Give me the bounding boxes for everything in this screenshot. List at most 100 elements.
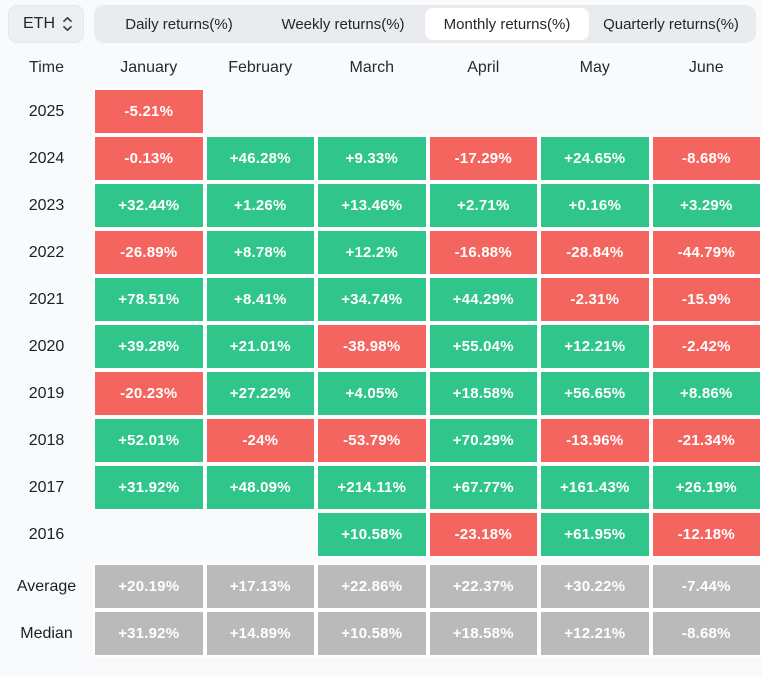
- month-column-header: January: [120, 59, 178, 76]
- return-cell: +30.22%: [539, 563, 651, 610]
- return-cell: +1.26%: [204, 182, 316, 229]
- month-column-header: February: [228, 59, 293, 76]
- return-cell: +18.58%: [427, 370, 539, 417]
- table-row: 2023 +32.44% +1.26% +13.46% +2.71% +0.16% +3.2…: [0, 182, 762, 229]
- row-label: Median: [20, 624, 73, 642]
- row-label: 2022: [28, 243, 65, 261]
- return-cell: -8.68%: [650, 610, 762, 657]
- return-cell: +56.65%: [539, 370, 651, 417]
- return-cell: +12.2%: [316, 229, 428, 276]
- table-row: 2024 -0.13% +46.28% +9.33% -17.29% +24.65% -8.…: [0, 135, 762, 182]
- tab-monthly-returns[interactable]: Monthly returns(%): [425, 8, 589, 40]
- empty-cell: [539, 88, 651, 135]
- return-cell: -17.29%: [427, 135, 539, 182]
- return-cell: +46.28%: [204, 135, 316, 182]
- table-row: 2022 -26.89% +8.78% +12.2% -16.88% -28.84% -44…: [0, 229, 762, 276]
- return-cell: +13.46%: [316, 182, 428, 229]
- return-cell: +8.41%: [204, 276, 316, 323]
- return-cell: -38.98%: [316, 323, 428, 370]
- return-cell: -2.31%: [539, 276, 651, 323]
- return-cell: +32.44%: [93, 182, 205, 229]
- row-label: 2019: [28, 384, 65, 402]
- return-cell: -28.84%: [539, 229, 651, 276]
- return-cell: +21.01%: [204, 323, 316, 370]
- return-cell: -12.18%: [650, 511, 762, 558]
- empty-cell: [205, 88, 317, 135]
- row-label: 2025: [28, 102, 65, 120]
- return-cell: +39.28%: [93, 323, 205, 370]
- return-cell: +20.19%: [93, 563, 205, 610]
- tab-daily-returns[interactable]: Daily returns(%): [97, 8, 261, 40]
- return-cell: +12.21%: [539, 323, 651, 370]
- month-column-header: June: [688, 59, 724, 76]
- return-cell: +26.19%: [650, 464, 762, 511]
- return-cell: +12.21%: [539, 610, 651, 657]
- return-cell: -24%: [204, 417, 316, 464]
- table-row: 2016 +10.58% -23.18% +61.95% -12.18%: [0, 511, 762, 558]
- empty-cell: [316, 88, 428, 135]
- return-cell: +4.05%: [316, 370, 428, 417]
- return-cell: +70.29%: [427, 417, 539, 464]
- tab-quarterly-returns[interactable]: Quarterly returns(%): [589, 8, 753, 40]
- empty-cell: [651, 88, 762, 135]
- return-cell: +3.29%: [650, 182, 762, 229]
- empty-cell: [428, 88, 540, 135]
- return-cell: +9.33%: [316, 135, 428, 182]
- return-cell: +14.89%: [204, 610, 316, 657]
- row-label: 2018: [28, 431, 65, 449]
- return-cell: +8.78%: [204, 229, 316, 276]
- return-cell: -23.18%: [427, 511, 539, 558]
- row-label: 2024: [28, 149, 65, 167]
- return-cell: +10.58%: [316, 610, 428, 657]
- return-cell: +31.92%: [93, 610, 205, 657]
- month-column-header: April: [467, 59, 500, 76]
- row-label: Average: [16, 577, 77, 595]
- return-cell: -20.23%: [93, 370, 205, 417]
- table-row: 2017 +31.92% +48.09% +214.11% +67.77% +161.43…: [0, 464, 762, 511]
- return-cell: +67.77%: [427, 464, 539, 511]
- table-row: 2021 +78.51% +8.41% +34.74% +44.29% -2.31% -15…: [0, 276, 762, 323]
- return-cell: -15.9%: [650, 276, 762, 323]
- return-cell: -26.89%: [93, 229, 205, 276]
- time-column-header: Time: [29, 59, 64, 76]
- returns-period-tabs: Daily returns(%) Weekly returns(%) Monthly…: [94, 5, 756, 43]
- table-row: Average +20.19% +17.13% +22.86% +22.37% +30.2…: [0, 563, 762, 610]
- return-cell: -53.79%: [316, 417, 428, 464]
- return-cell: +31.92%: [93, 464, 205, 511]
- table-row: Median +31.92% +14.89% +10.58% +18.58% +12.21…: [0, 610, 762, 657]
- return-cell: +44.29%: [427, 276, 539, 323]
- return-cell: -5.21%: [93, 88, 205, 135]
- return-cell: +48.09%: [204, 464, 316, 511]
- return-cell: +18.58%: [427, 610, 539, 657]
- month-column-header: March: [349, 59, 394, 76]
- return-cell: +52.01%: [93, 417, 205, 464]
- row-label: 2017: [28, 478, 65, 496]
- return-cell: +78.51%: [93, 276, 205, 323]
- return-cell: -21.34%: [650, 417, 762, 464]
- return-cell: -44.79%: [650, 229, 762, 276]
- empty-cell: [93, 511, 205, 558]
- row-label: 2016: [28, 525, 65, 543]
- return-cell: +55.04%: [427, 323, 539, 370]
- table-row: 2020 +39.28% +21.01% -38.98% +55.04% +12.21% -…: [0, 323, 762, 370]
- return-cell: +22.86%: [316, 563, 428, 610]
- return-cell: +34.74%: [316, 276, 428, 323]
- table-header: Time January February March April May June: [0, 53, 762, 83]
- row-label: 2021: [28, 290, 65, 308]
- symbol-select-value: ETH: [23, 15, 55, 32]
- return-cell: +214.11%: [316, 464, 428, 511]
- return-cell: -0.13%: [93, 135, 205, 182]
- return-cell: -16.88%: [427, 229, 539, 276]
- return-cell: -8.68%: [650, 135, 762, 182]
- select-chevrons-icon: [62, 15, 73, 33]
- return-cell: +17.13%: [204, 563, 316, 610]
- table-rows: 2025 -5.21% 2024 -0.13% +46.28% +9.33% -17.29%…: [0, 88, 762, 657]
- return-cell: +0.16%: [539, 182, 651, 229]
- return-cell: +161.43%: [539, 464, 651, 511]
- row-label: 2020: [28, 337, 65, 355]
- tab-weekly-returns[interactable]: Weekly returns(%): [261, 8, 425, 40]
- month-column-header: May: [579, 59, 610, 76]
- symbol-select[interactable]: ETH: [8, 5, 84, 43]
- return-cell: +61.95%: [539, 511, 651, 558]
